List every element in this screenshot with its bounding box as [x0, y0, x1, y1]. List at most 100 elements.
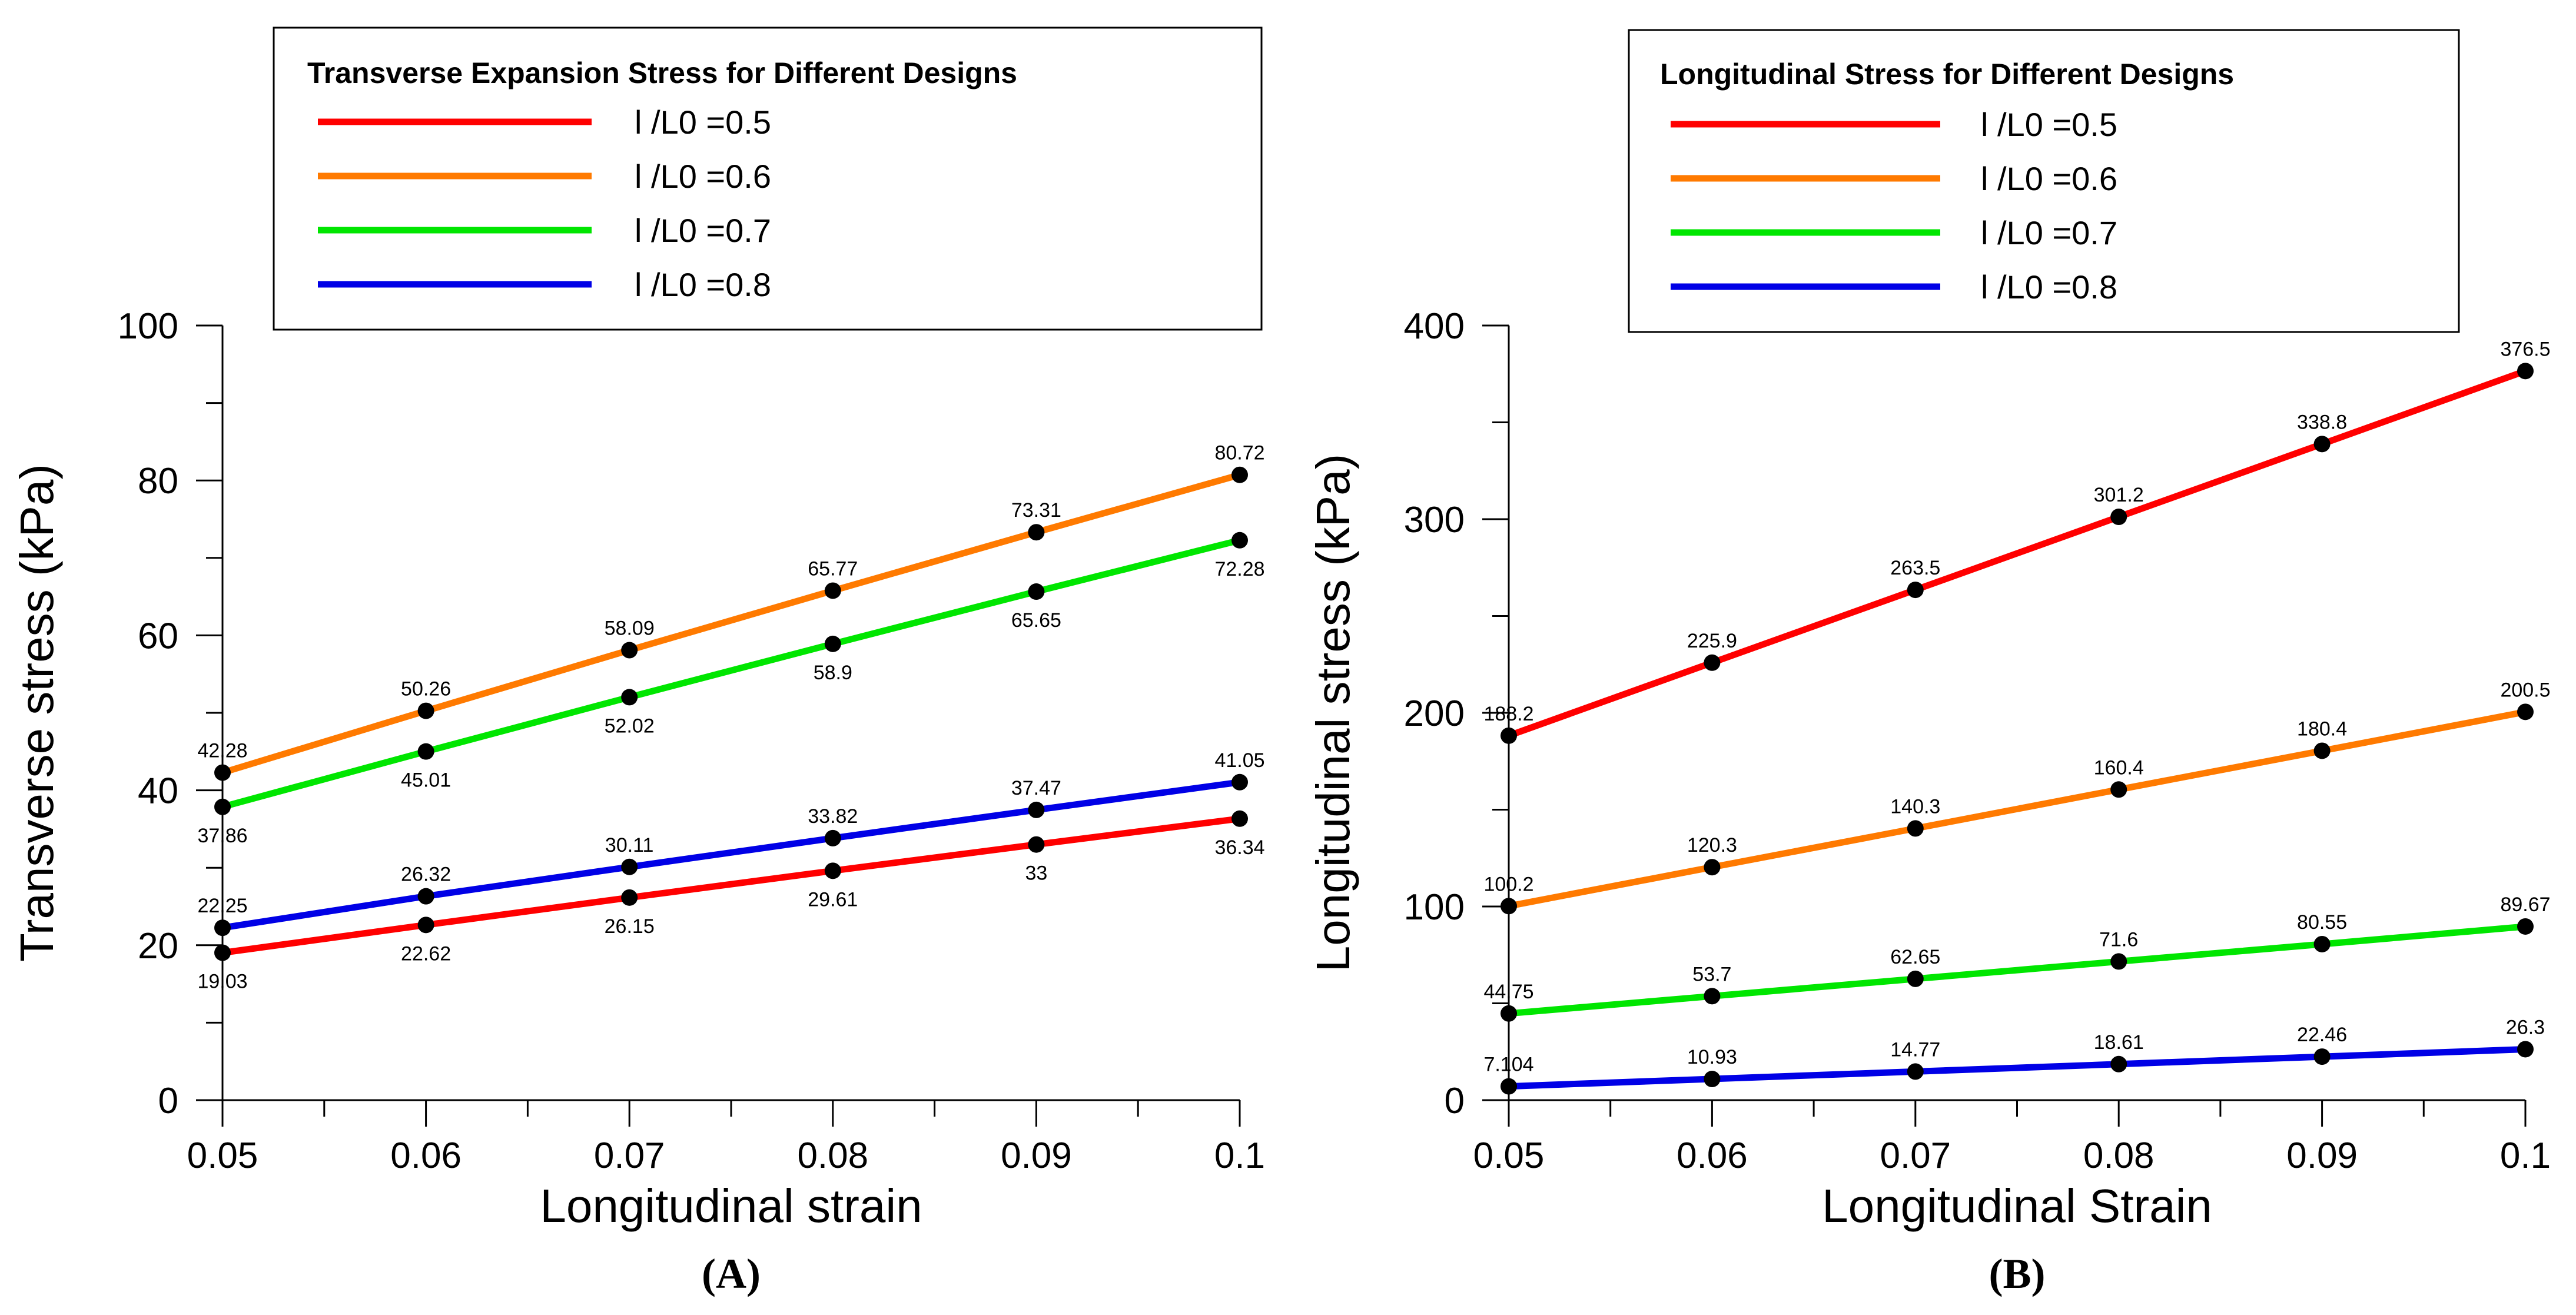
data-point-a-3: [417, 743, 434, 760]
panel-label-b: (B): [1989, 1250, 2046, 1297]
y-tick-label-a: 0: [158, 1081, 178, 1121]
legend-label-b-3: l /L0 =0.7: [1981, 214, 2117, 251]
data-label-b-1: 225.9: [1687, 630, 1737, 652]
series-line-a-3: [221, 537, 1241, 811]
legend-label-b-2: l /L0 =0.6: [1981, 160, 2117, 197]
data-point-b-4: [2313, 1048, 2331, 1065]
data-label-a-1: 22.62: [401, 942, 451, 965]
x-tick-label-b: 0.07: [1880, 1135, 1951, 1176]
data-point-a-4: [1231, 773, 1248, 791]
data-label-b-2: 100.2: [1483, 873, 1533, 895]
legend-label-b-4: l /L0 =0.8: [1981, 268, 2117, 305]
data-point-a-2: [1028, 524, 1045, 541]
data-label-a-3: 58.9: [814, 662, 852, 684]
data-label-b-2: 120.3: [1687, 834, 1737, 856]
data-point-b-3: [2110, 953, 2127, 970]
data-label-a-1: 29.61: [808, 888, 858, 911]
data-point-a-3: [824, 635, 841, 652]
x-tick-label-b: 0.1: [2500, 1135, 2551, 1176]
data-label-b-4: 22.46: [2297, 1024, 2347, 1046]
x-tick-label-b: 0.09: [2286, 1135, 2358, 1176]
series-line-b-1: [1508, 368, 2527, 739]
y-tick-label-a: 40: [138, 771, 178, 812]
panel-label-a: (A): [702, 1250, 761, 1297]
data-label-a-4: 41.05: [1214, 749, 1264, 772]
data-label-b-3: 62.65: [1890, 946, 1940, 968]
x-tick-label-a: 0.1: [1214, 1135, 1265, 1176]
data-point-a-1: [1028, 836, 1045, 853]
data-point-b-2: [2110, 781, 2127, 798]
data-point-a-3: [1028, 583, 1045, 600]
data-point-a-4: [824, 829, 841, 846]
y-tick-label-a: 100: [118, 306, 178, 347]
data-point-a-3: [621, 689, 638, 706]
legend-label-a-1: l /L0 =0.5: [635, 104, 771, 141]
data-point-b-4: [1501, 1078, 1517, 1095]
x-tick-label-a: 0.07: [594, 1135, 665, 1176]
legend-label-a-4: l /L0 =0.8: [635, 266, 771, 303]
data-point-a-2: [417, 702, 434, 719]
data-label-b-1: 338.8: [2297, 411, 2347, 433]
data-point-a-1: [214, 944, 231, 961]
x-axis-title-b: Longitudinal Strain: [1822, 1180, 2212, 1232]
data-label-a-3: 37.86: [197, 825, 247, 847]
data-label-a-1: 26.15: [605, 915, 655, 938]
data-point-b-3: [1704, 988, 1721, 1005]
data-label-b-4: 26.3: [2506, 1016, 2545, 1038]
y-tick-label-b: 300: [1404, 500, 1465, 540]
data-point-b-1: [1907, 582, 1924, 599]
data-label-b-2: 140.3: [1890, 795, 1940, 818]
data-label-a-4: 30.11: [605, 834, 654, 856]
x-tick-label-b: 0.08: [2083, 1135, 2155, 1176]
y-tick-label-a: 60: [138, 616, 178, 656]
data-label-a-4: 33.82: [808, 805, 858, 828]
data-point-b-2: [2517, 703, 2534, 720]
series-line-a-1: [222, 815, 1240, 957]
data-label-b-1: 301.2: [2094, 484, 2144, 506]
data-label-b-1: 376.5: [2500, 338, 2550, 360]
data-label-a-3: 52.02: [605, 715, 655, 737]
data-point-b-4: [1704, 1071, 1721, 1088]
y-tick-label-a: 20: [138, 926, 178, 967]
data-point-b-2: [2313, 742, 2331, 759]
data-label-a-4: 26.32: [401, 864, 451, 886]
data-point-a-1: [824, 862, 841, 879]
series-line-b-3: [1508, 923, 2526, 1017]
data-point-b-2: [1501, 898, 1517, 915]
data-label-a-2: 50.26: [401, 678, 451, 700]
legend-title-b: Longitudinal Stress for Different Design…: [1660, 58, 2234, 91]
data-point-b-4: [2110, 1055, 2127, 1072]
data-point-b-1: [2313, 436, 2331, 453]
data-point-b-1: [1704, 654, 1721, 671]
data-label-a-1: 19.03: [197, 971, 247, 993]
data-point-a-2: [621, 642, 638, 659]
data-point-a-4: [621, 858, 638, 875]
x-tick-label-a: 0.08: [797, 1135, 868, 1176]
series-line-a-4: [222, 779, 1240, 931]
data-label-a-1: 36.34: [1214, 836, 1264, 859]
data-label-a-4: 37.47: [1011, 777, 1061, 799]
chart-a: 0 20 40 60 80 100 0.05 0.06 0.07 0.08 0.09 0.1 Longi…: [11, 26, 1265, 1297]
data-point-b-4: [2517, 1041, 2534, 1058]
data-label-a-2: 65.77: [808, 557, 858, 580]
data-label-b-2: 180.4: [2297, 718, 2347, 740]
x-tick-label-b: 0.05: [1473, 1135, 1545, 1176]
data-label-a-2: 42.28: [197, 740, 247, 762]
data-label-a-1: 33: [1025, 862, 1047, 885]
legend-label-b-1: l /L0 =0.5: [1981, 106, 2117, 143]
x-tick-label-a: 0.05: [187, 1135, 258, 1176]
data-point-b-1: [1501, 727, 1517, 744]
data-point-b-2: [1907, 820, 1924, 837]
data-point-b-1: [2110, 509, 2127, 526]
y-tick-label-b: 100: [1404, 887, 1465, 928]
data-label-b-1: 188.2: [1483, 703, 1533, 725]
data-label-b-4: 7.104: [1483, 1054, 1533, 1076]
data-point-a-4: [1028, 801, 1045, 818]
chart-b: 0 100 200 300 400 0.05 0.06 0.07 0.08 0.09 0.1 Long…: [1307, 29, 2551, 1297]
y-tick-label-a: 80: [138, 461, 178, 502]
data-point-b-3: [2313, 935, 2331, 952]
data-label-a-3: 45.01: [401, 769, 451, 792]
data-label-a-3: 65.65: [1011, 609, 1061, 632]
y-tick-label-b: 0: [1445, 1081, 1465, 1121]
